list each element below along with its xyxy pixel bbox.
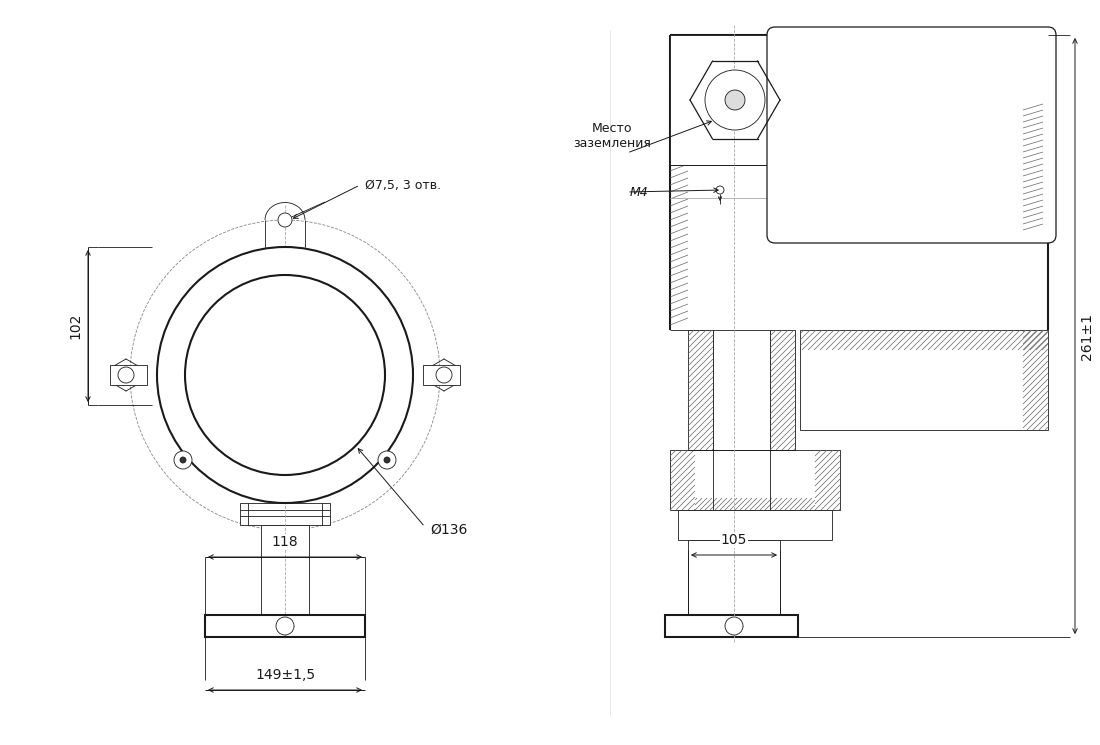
Bar: [424, 365, 460, 385]
Circle shape: [378, 451, 396, 469]
Circle shape: [130, 220, 440, 530]
Circle shape: [213, 303, 358, 447]
Bar: [688, 330, 713, 450]
Circle shape: [185, 275, 385, 475]
Text: 118: 118: [272, 535, 298, 549]
Text: заземления: заземления: [573, 137, 651, 150]
Bar: [666, 615, 798, 637]
Circle shape: [725, 90, 745, 110]
Circle shape: [725, 617, 742, 635]
Bar: [790, 160, 1033, 200]
Bar: [110, 365, 147, 385]
Circle shape: [436, 367, 452, 383]
Circle shape: [705, 70, 764, 130]
Bar: [688, 540, 780, 615]
Circle shape: [278, 213, 292, 227]
Bar: [790, 45, 1048, 90]
Text: 149±1,5: 149±1,5: [255, 668, 315, 682]
Text: 105: 105: [720, 533, 747, 547]
Bar: [240, 503, 330, 525]
Text: 261±1: 261±1: [1080, 312, 1094, 360]
Text: 102: 102: [68, 313, 82, 339]
Text: Ø7,5, 3 отв.: Ø7,5, 3 отв.: [365, 179, 441, 191]
FancyBboxPatch shape: [767, 27, 1056, 243]
Bar: [713, 330, 770, 450]
Bar: [800, 330, 1048, 430]
Text: M4: M4: [630, 186, 649, 198]
Circle shape: [384, 457, 390, 463]
Circle shape: [174, 451, 192, 469]
Circle shape: [276, 617, 294, 635]
Bar: [678, 510, 832, 540]
Circle shape: [716, 186, 724, 194]
Text: Место: Место: [592, 122, 632, 135]
Bar: [770, 330, 795, 450]
Circle shape: [118, 367, 134, 383]
Circle shape: [157, 247, 412, 503]
Circle shape: [180, 457, 186, 463]
Bar: [670, 450, 840, 510]
Bar: [670, 35, 800, 165]
Bar: [790, 105, 1033, 145]
Text: Ø136: Ø136: [430, 523, 468, 537]
Bar: [205, 615, 365, 637]
Bar: [261, 525, 309, 615]
Bar: [776, 35, 1048, 235]
